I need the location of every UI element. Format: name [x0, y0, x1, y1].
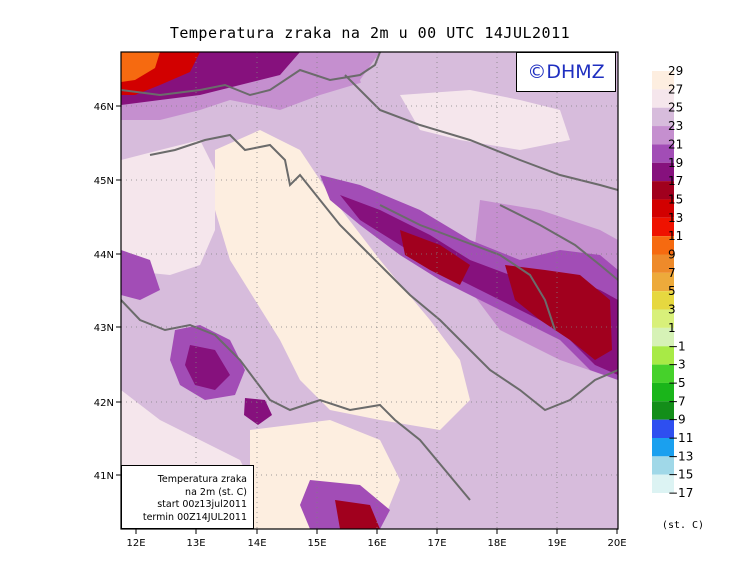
field-region [121, 250, 160, 300]
lon-label: 20E [607, 538, 626, 549]
field-region [244, 398, 272, 425]
lon-label: 13E [186, 538, 205, 549]
lat-label: 45N [94, 176, 114, 187]
lat-label: 44N [94, 250, 114, 261]
colorbar-legend: 29 27 25 23 21 19 17 15 13 11 9 7 5 3 1 −1 −3 −5 −7 −9 −11 −1… [652, 64, 693, 512]
legend-label: −13 [668, 449, 693, 463]
legend-label: 23 [668, 119, 683, 133]
lat-label: 43N [94, 323, 114, 334]
map-frame [120, 51, 619, 530]
map-title: Temperatura zraka na 2m u 00 UTC 14JUL20… [169, 24, 571, 42]
adriatic-sea [215, 130, 470, 430]
legend-label: 7 [668, 266, 676, 280]
lon-label: 17E [427, 538, 446, 549]
legend-unit: (st. C) [662, 520, 704, 531]
field-region [335, 500, 380, 529]
field-region [400, 230, 470, 285]
legend-label: 13 [668, 211, 683, 225]
lon-label: 15E [307, 538, 326, 549]
legend-swatch [652, 254, 674, 273]
legend-swatch [652, 199, 674, 218]
legend-label: 27 [668, 82, 683, 96]
field-region [400, 90, 570, 150]
legend-swatch [652, 236, 674, 255]
legend-swatch [652, 107, 674, 127]
legend-swatch [652, 438, 674, 457]
lat-label: 46N [94, 102, 114, 113]
legend-label: 29 [668, 64, 683, 78]
legend-swatch [652, 493, 674, 512]
lat-label: 42N [94, 398, 114, 409]
legend-swatch [652, 382, 674, 402]
legend-label: 9 [668, 248, 676, 262]
legend-label: −9 [668, 413, 686, 427]
lon-label: 14E [247, 538, 266, 549]
legend-label: 5 [668, 284, 676, 298]
map-field [121, 52, 618, 529]
lat-label: 41N [94, 471, 114, 482]
legend-label: 3 [668, 303, 676, 317]
legend-label: −5 [668, 376, 686, 390]
legend-swatch [652, 401, 674, 420]
legend-swatch [652, 126, 674, 145]
legend-label: 15 [668, 192, 683, 206]
info-box: Temperatura zraka na 2m (st. C) start 00… [121, 465, 254, 529]
info-line: na 2m (st. C) [185, 486, 247, 498]
field-region [185, 345, 230, 390]
legend-label: −15 [668, 468, 693, 482]
legend-swatch [652, 162, 674, 182]
lon-label: 19E [547, 538, 566, 549]
legend-label: 17 [668, 174, 683, 188]
info-line: start 00z13jul2011 [157, 499, 247, 510]
field-region [440, 390, 618, 529]
legend-swatch [652, 217, 674, 237]
lon-label: 16E [367, 538, 386, 549]
legend-label: −1 [668, 339, 686, 353]
info-line: Temperatura zraka [157, 474, 247, 485]
field-region [121, 140, 215, 275]
coastlines [121, 52, 618, 501]
legend-label: 11 [668, 229, 683, 243]
legend-label: −17 [668, 486, 693, 500]
axis-ticks [116, 105, 618, 534]
legend-swatch [652, 474, 674, 494]
lon-label: 18E [487, 538, 506, 549]
legend-swatch [652, 364, 674, 383]
field-region [505, 265, 612, 360]
lon-label: 12E [126, 538, 145, 549]
legend-label: 25 [668, 101, 683, 115]
legend-swatch [652, 291, 674, 310]
legend-label: 19 [668, 156, 683, 170]
legend-label: 1 [668, 321, 676, 335]
legend-swatch [652, 272, 674, 292]
legend-swatch [652, 346, 674, 365]
legend-swatch [652, 309, 674, 328]
legend-swatch [652, 71, 674, 90]
legend-swatch [652, 327, 674, 347]
legend-label: 21 [668, 137, 683, 151]
legend-swatch [652, 144, 674, 163]
legend-label: −3 [668, 358, 686, 372]
legend-swatch [652, 89, 674, 108]
field-region [121, 52, 160, 82]
legend-swatch [652, 181, 674, 200]
info-line: termin 00Z14JUL2011 [142, 511, 247, 523]
legend-label: −7 [668, 394, 686, 408]
dhmz-logo: ©DHMZ [516, 52, 616, 92]
legend-swatch [652, 419, 674, 438]
legend-swatch [652, 456, 674, 475]
legend-label: −11 [668, 431, 693, 445]
